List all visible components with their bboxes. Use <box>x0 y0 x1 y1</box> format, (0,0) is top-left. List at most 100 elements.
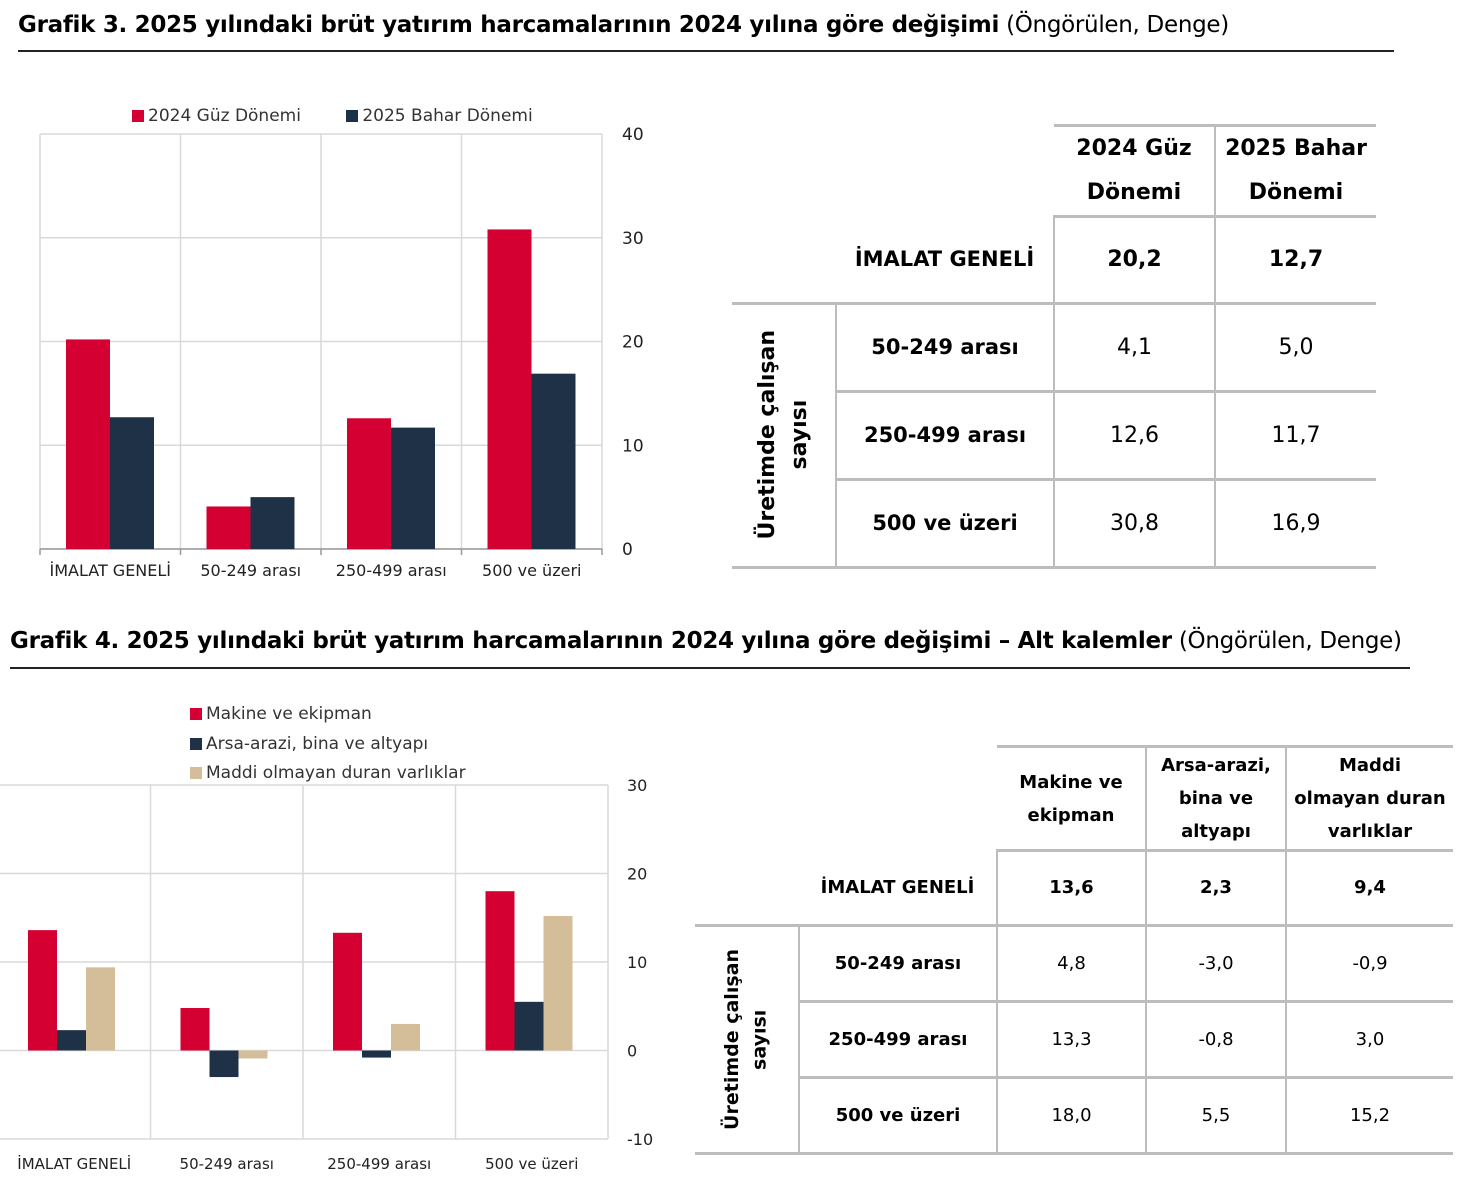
y-tick-label: 30 <box>622 229 644 249</box>
bar-2024-g-z-d-nemi-1 <box>206 506 251 549</box>
column-header-line: bina ve <box>1178 788 1254 809</box>
table-row: Üretimde çalışan sayısı 50-249 arası 4,8 -3,… <box>695 923 1453 1155</box>
column-header-line: altyapı <box>1181 821 1251 842</box>
grafik3-title: Grafik 3. 2025 yılındaki brüt yatırım ha… <box>18 12 1229 38</box>
table-cell: -0,9 <box>1285 925 1453 1003</box>
table-cell: 5,0 <box>1214 303 1376 393</box>
bar-maddi-olmayan-duran-varl-klar-0 <box>86 967 115 1051</box>
x-tick-label: 250-499 arası <box>336 561 447 580</box>
bar-makine-ve-ekipman-0 <box>28 930 57 1051</box>
table-row: 500 ve üzeri 30,8 16,9 <box>732 479 1376 569</box>
row-label: 50-249 arası <box>799 925 998 1003</box>
group-label-line: Üretimde çalışan <box>720 948 743 1130</box>
grafik4-title-main: Grafik 4. 2025 yılındaki brüt yatırım ha… <box>10 628 1172 654</box>
chart2-legend: Makine ve ekipman Arsa-arazi, bina ve al… <box>190 700 466 789</box>
y-tick-label: 20 <box>627 865 647 884</box>
table-row: İMALAT GENELİ 20,2 12,7 <box>732 216 1376 305</box>
grafik3-table: 2024 Güz Dönemi 2025 Bahar Dönemi İMALAT GEN… <box>732 124 1376 569</box>
table-cell: 9,4 <box>1285 850 1453 927</box>
column-header: 2025 Bahar Dönemi <box>1214 124 1376 218</box>
table-cell: -0,8 <box>1145 1001 1286 1079</box>
x-tick-label: 50-249 arası <box>180 1155 274 1173</box>
x-tick-label: İMALAT GENELİ <box>49 561 171 580</box>
column-header-line: Arsa-arazi, <box>1161 755 1271 776</box>
table-cell: 12,6 <box>1054 391 1215 481</box>
table-cell: 20,2 <box>1054 216 1215 305</box>
bar-arsa-arazi-bina-ve-altyap--0 <box>57 1030 86 1051</box>
grafik4-title: Grafik 4. 2025 yılındaki brüt yatırım ha… <box>10 628 1402 654</box>
x-tick-label: 50-249 arası <box>200 561 301 580</box>
table-row: 500 ve üzeri 18,0 5,5 15,2 <box>695 1077 1453 1155</box>
group-label-cell: Üretimde çalışan sayısı <box>732 301 837 569</box>
legend-swatch-red <box>190 708 202 720</box>
grafik4-table: Makine ve ekipman Arsa-arazi, bina ve altyap… <box>695 745 1453 1155</box>
chart1-plot: 0 10 20 30 40 İMALAT GENELİ 50-249 arası 250-49… <box>39 125 644 580</box>
y-tick-label: 20 <box>622 333 644 353</box>
legend-label: 2024 Güz Dönemi <box>148 106 301 126</box>
legend-swatch-navy <box>346 110 359 122</box>
chart2-plot: -10 0 10 20 30 İMALAT GENELİ 50-249 arası 250-4… <box>0 776 653 1173</box>
legend-item: 2025 Bahar Dönemi <box>346 106 533 126</box>
chart1-legend: 2024 Güz Dönemi 2025 Bahar Dönemi <box>132 106 533 126</box>
column-header-line: 2024 Güz <box>1076 136 1192 161</box>
row-label: 500 ve üzeri <box>836 479 1055 569</box>
y-tick-label: 10 <box>622 436 644 456</box>
y-tick-label: 0 <box>622 540 633 560</box>
table-cell: 4,8 <box>997 925 1146 1003</box>
bar-arsa-arazi-bina-ve-altyap--1 <box>209 1050 239 1078</box>
table-cell: 18,0 <box>997 1077 1146 1155</box>
legend-swatch-navy <box>190 737 202 750</box>
group-label: Üretimde çalışan sayısı <box>719 949 774 1130</box>
table-spacer <box>732 217 836 304</box>
table-cell: 5,5 <box>1145 1077 1286 1155</box>
table-row: 250-499 arası 12,6 11,7 <box>732 391 1376 481</box>
x-tick-label: 500 ve üzeri <box>482 561 581 580</box>
table-corner-blank <box>695 747 997 851</box>
grafik4-title-rule <box>10 667 1410 669</box>
table-row: 250-499 arası 13,3 -0,8 3,0 <box>695 1001 1453 1079</box>
bar-2025-bahar-d-nemi-0 <box>110 417 154 549</box>
table-cell: 11,7 <box>1214 391 1376 481</box>
x-tick-label: İMALAT GENELİ <box>17 1154 131 1173</box>
legend-label: Maddi olmayan duran varlıklar <box>206 763 466 783</box>
table-cell: 4,1 <box>1054 303 1215 393</box>
table-cell: 30,8 <box>1054 479 1215 569</box>
grafik4-title-sub: (Öngörülen, Denge) <box>1178 628 1402 654</box>
legend-item: Arsa-arazi, bina ve altyapı <box>190 730 466 760</box>
grafik3-title-main: Grafik 3. 2025 yılındaki brüt yatırım ha… <box>18 12 1000 38</box>
bar-2025-bahar-d-nemi-3 <box>531 373 576 549</box>
table-cell: 13,6 <box>997 850 1146 927</box>
legend-item: Maddi olmayan duran varlıklar <box>190 759 466 789</box>
column-header-line: olmayan duran <box>1294 788 1446 809</box>
row-label: 500 ve üzeri <box>799 1077 998 1155</box>
group-label-line: sayısı <box>786 400 812 470</box>
bar-2025-bahar-d-nemi-2 <box>391 427 435 549</box>
column-header-line: Dönemi <box>1086 180 1182 205</box>
bar-2024-g-z-d-nemi-0 <box>66 339 110 549</box>
column-header: Makine ve ekipman <box>997 745 1146 852</box>
x-tick-label: 500 ve üzeri <box>485 1155 578 1173</box>
column-header-line: varlıklar <box>1327 821 1413 842</box>
column-header-line: 2025 Bahar <box>1225 136 1367 161</box>
bar-maddi-olmayan-duran-varl-klar-1 <box>238 1050 268 1059</box>
bar-arsa-arazi-bina-ve-altyap--2 <box>362 1050 391 1058</box>
column-header-line: Maddi <box>1339 755 1401 776</box>
column-header-line: Dönemi <box>1248 180 1344 205</box>
group-label-line: sayısı <box>748 1008 771 1070</box>
y-tick-label: -10 <box>627 1130 653 1149</box>
table-cell: 2,3 <box>1145 850 1286 927</box>
table-cell: 15,2 <box>1285 1077 1453 1155</box>
y-tick-label: 0 <box>627 1042 637 1061</box>
column-header-line: Makine ve <box>1019 771 1123 793</box>
table-row: İMALAT GENELİ 13,6 2,3 9,4 <box>695 850 1453 927</box>
table-cell: 13,3 <box>997 1001 1146 1079</box>
bar-2024-g-z-d-nemi-2 <box>347 418 391 549</box>
table-row: Üretimde çalışan sayısı 50-249 arası 4,1 5,0 <box>732 301 1376 569</box>
bar-arsa-arazi-bina-ve-altyap--3 <box>514 1001 544 1051</box>
column-header: 2024 Güz Dönemi <box>1054 124 1215 218</box>
row-label: 50-249 arası <box>836 303 1055 393</box>
grafik3-title-rule <box>18 50 1394 52</box>
row-label: İMALAT GENELİ <box>836 216 1055 305</box>
row-label: 250-499 arası <box>836 391 1055 481</box>
legend-label: Makine ve ekipman <box>206 704 372 724</box>
